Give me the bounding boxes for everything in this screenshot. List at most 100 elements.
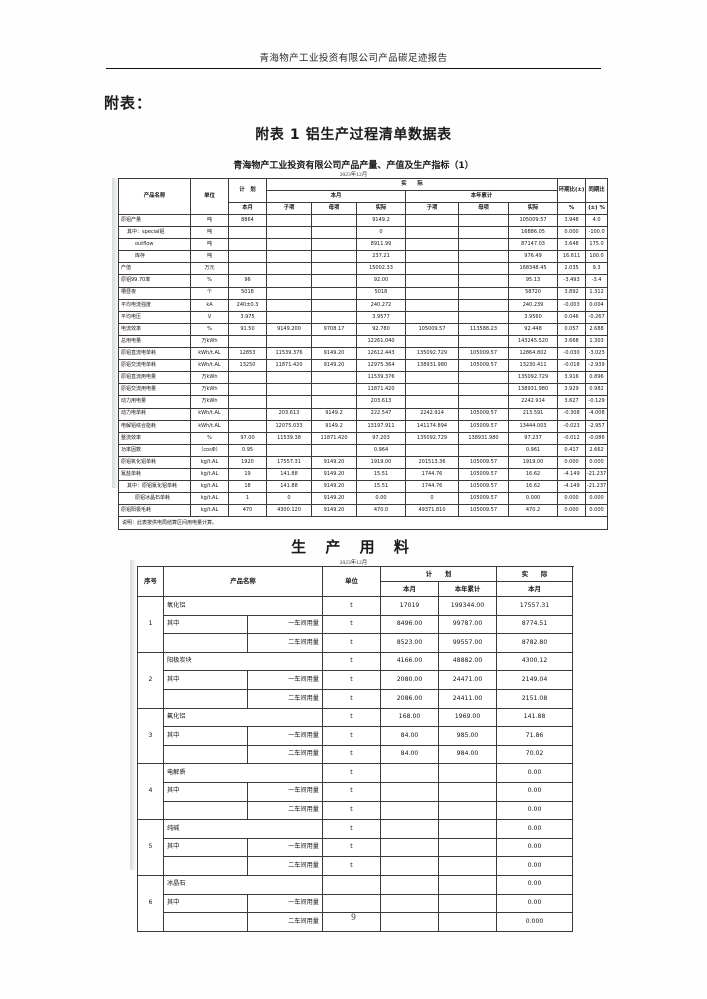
cell-label: [163, 856, 248, 876]
cell-plan_ytd: [438, 763, 497, 783]
cell-unit: 万kWh: [190, 371, 229, 385]
cell-ay_real: 105009.57: [507, 213, 559, 228]
cell-yoy: 0.004: [585, 298, 609, 312]
cell-am_sub: [266, 371, 312, 385]
cell-ay_real: 135092.729: [507, 371, 559, 385]
th-actual-ytd: 本年累计: [404, 190, 559, 203]
table2-header-row-1: 序号 产品名称 单位 计 划 实 际: [137, 566, 573, 597]
cell-ring: -0.018: [557, 359, 587, 373]
cell-unit: kWh/t.AL: [190, 419, 229, 433]
cell-am_sub: [266, 213, 312, 228]
cell-am_real: 12261.040: [356, 334, 406, 349]
table-row: 平均电压 V 3.975 3.9577 3.9560 0.046 -0.267: [118, 310, 609, 324]
cell-name: 原铝产量: [118, 213, 191, 228]
cell-label: 其中: [163, 670, 248, 690]
cell-plan_month: 168.00: [380, 707, 439, 728]
th-actual-this-month: 本月: [266, 190, 406, 203]
cell-plan_month: 470: [228, 504, 267, 518]
cell-yoy: 0.000: [585, 455, 609, 469]
cell-am_sub: [266, 395, 312, 409]
cell-ring: 3.948: [557, 213, 587, 228]
th-am-real: 实际: [356, 202, 406, 215]
table1-note-row: 说明：此表按供电局结算区间用电量计算。: [117, 516, 609, 531]
cell-plan_ytd: 24471.00: [438, 670, 497, 690]
cell-plan_month: [380, 763, 439, 783]
cell-unit: kg/t.AL: [190, 480, 229, 494]
table1-header-row-3: 本月 子项 母项 实际 子项 母项 实际 % (±) %: [119, 202, 609, 215]
cell-ay_real: 12864.802: [507, 347, 559, 361]
cell-sub: 一车间用量: [247, 781, 323, 802]
table2-title: 生 产 用 料: [291, 538, 416, 556]
cell-yoy: -3.4: [585, 274, 609, 288]
cell-am_sub: [266, 250, 312, 264]
table-row: outflow 吨 8911.99 87147.03 3.648 175.0: [118, 238, 609, 252]
th-yoy-ratio-unit: (±) %: [585, 202, 609, 215]
cell-label: 其中: [163, 614, 248, 635]
cell-act_month: 71.86: [496, 726, 573, 746]
cell-am_sub: 12075.033: [266, 419, 312, 433]
cell-plan_ytd: 985.00: [438, 726, 497, 746]
cell-plan_ytd: [438, 837, 497, 858]
cell-ay_parent: 105009.57: [458, 492, 509, 506]
table-row: 原铝阳极毛耗 kg/t.AL 470 4300.120 9149.20 470.0 4937…: [118, 504, 609, 518]
th-am-parent: 母项: [311, 202, 357, 215]
cell-ay_sub: [405, 238, 459, 252]
cell-ay_real: 16.62: [507, 480, 559, 494]
cell-plan_ytd: 48882.00: [438, 651, 497, 672]
cell-ay_sub: [405, 226, 459, 240]
cell-ay_sub: [405, 298, 459, 312]
cell-ay_sub: [405, 250, 459, 264]
cell-am_parent: 9149.20: [311, 480, 357, 494]
cell-ay_real: 3.9560: [507, 310, 559, 324]
cell-plan_month: [380, 800, 439, 821]
cell-name: 库存: [118, 250, 191, 264]
cell-plan_ytd: 984.00: [438, 744, 497, 765]
cell-label: [163, 744, 248, 765]
cell-ay_parent: 138931.980: [458, 431, 509, 445]
cell-ay_sub: [405, 383, 459, 397]
cell-material-name: 阳极炭块: [163, 651, 323, 672]
cell-plan_month: 5018: [228, 286, 267, 300]
cell-ay_real: 58720: [507, 286, 559, 300]
cell-ay_real: 0.000: [507, 492, 559, 506]
table-row: 原铝氧化铝单耗 kg/t.AL 1920 17557.31 9149.20 1919.00…: [118, 455, 609, 469]
cell-ring: -3.493: [557, 274, 587, 288]
cell-name: 电解铝综合能耗: [118, 419, 191, 433]
cell-name: 整流效率: [118, 431, 191, 445]
cell-am_sub: [266, 286, 312, 300]
cell-am_parent: [311, 262, 357, 276]
cell-unit: %: [190, 322, 229, 336]
th-unit: 单位: [190, 178, 229, 215]
cell-ay_real: 92.448: [507, 322, 559, 336]
cell-material-name: 氧化铝: [163, 596, 323, 616]
cell-plan_ytd: [438, 800, 497, 821]
cell-plan_month: 1920: [228, 455, 267, 469]
cell-act_month: 8774.51: [496, 614, 573, 635]
cell-ay_sub: 135092.729: [405, 431, 459, 445]
cell-ay_parent: [458, 371, 509, 385]
cell-unit: t: [322, 707, 381, 728]
cell-ay_sub: [405, 443, 459, 457]
cell-plan_month: 91.50: [228, 322, 267, 336]
cell-ring: 0.000: [557, 492, 587, 506]
cell-am_parent: [311, 250, 357, 264]
cell-unit: 个: [190, 286, 229, 300]
running-header-title: 青海物产工业投资有限公司产品碳足迹报告: [259, 54, 448, 64]
cell-label: [163, 688, 248, 709]
cell-ay_real: 13230.411: [507, 359, 559, 373]
header-divider: [106, 68, 601, 69]
cell-ay_sub: 135092.729: [405, 347, 459, 361]
th-actual: 实 际: [265, 178, 559, 191]
cell-ay_parent: 113588.23: [458, 322, 509, 336]
table-row: 原铝交流用电量 万kWh 11871.420 138931.980 3.929 0.982: [118, 383, 609, 397]
cell-unit: t: [322, 856, 381, 876]
cell-ring: 0.000: [557, 226, 587, 240]
cell-plan_month: 8864: [228, 213, 267, 228]
cell-name: 平均电流强度: [118, 298, 191, 312]
cell-plan_month: [228, 419, 267, 433]
